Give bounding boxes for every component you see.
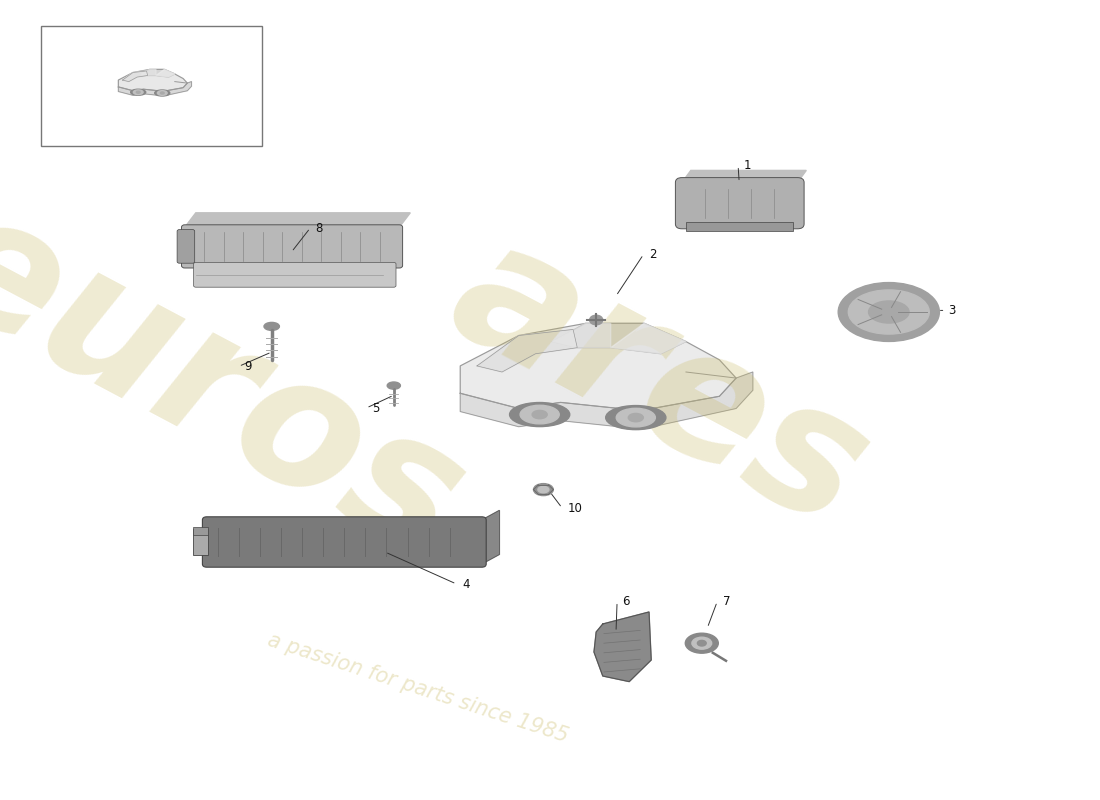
Ellipse shape: [155, 90, 169, 96]
Ellipse shape: [692, 637, 712, 650]
Polygon shape: [482, 510, 499, 564]
Text: 8: 8: [316, 222, 323, 234]
Polygon shape: [552, 323, 686, 354]
Text: 2: 2: [649, 248, 657, 261]
Polygon shape: [185, 213, 410, 227]
Polygon shape: [610, 323, 686, 354]
Polygon shape: [156, 70, 175, 77]
FancyBboxPatch shape: [182, 225, 403, 268]
Polygon shape: [122, 71, 147, 82]
Ellipse shape: [869, 301, 909, 323]
Ellipse shape: [157, 90, 167, 95]
FancyBboxPatch shape: [675, 178, 804, 229]
Text: 7: 7: [723, 595, 730, 608]
Text: euros: euros: [0, 172, 492, 596]
Ellipse shape: [685, 634, 718, 653]
FancyBboxPatch shape: [194, 262, 396, 287]
Ellipse shape: [538, 486, 549, 493]
Ellipse shape: [848, 290, 930, 334]
Ellipse shape: [838, 282, 939, 342]
Ellipse shape: [387, 382, 400, 390]
Text: 10: 10: [568, 502, 583, 514]
Ellipse shape: [628, 414, 643, 422]
Ellipse shape: [534, 483, 553, 495]
Polygon shape: [141, 70, 156, 75]
Polygon shape: [477, 330, 578, 372]
FancyBboxPatch shape: [41, 26, 262, 146]
Text: 5: 5: [372, 402, 379, 414]
Text: ares: ares: [425, 203, 895, 565]
FancyBboxPatch shape: [192, 526, 208, 534]
Polygon shape: [552, 323, 611, 348]
Ellipse shape: [616, 408, 656, 427]
FancyBboxPatch shape: [177, 230, 195, 263]
Ellipse shape: [131, 90, 145, 95]
Ellipse shape: [532, 410, 547, 418]
Polygon shape: [119, 82, 191, 95]
Ellipse shape: [590, 315, 603, 325]
Polygon shape: [594, 612, 651, 682]
Polygon shape: [682, 170, 806, 182]
Polygon shape: [460, 323, 736, 409]
Text: a passion for parts since 1985: a passion for parts since 1985: [265, 630, 571, 746]
FancyBboxPatch shape: [202, 517, 486, 567]
Ellipse shape: [136, 91, 140, 94]
Polygon shape: [460, 372, 752, 426]
Polygon shape: [119, 70, 187, 90]
Text: 4: 4: [462, 578, 470, 590]
FancyBboxPatch shape: [686, 222, 793, 231]
Ellipse shape: [161, 92, 164, 94]
Text: 9: 9: [244, 360, 252, 373]
Ellipse shape: [133, 90, 143, 94]
Text: 1: 1: [744, 159, 751, 172]
Polygon shape: [141, 70, 175, 77]
Ellipse shape: [509, 402, 570, 426]
Text: 3: 3: [948, 304, 956, 317]
FancyBboxPatch shape: [192, 529, 208, 555]
Ellipse shape: [520, 406, 559, 424]
Text: 6: 6: [623, 595, 630, 608]
Ellipse shape: [697, 640, 706, 646]
Ellipse shape: [264, 322, 279, 330]
Ellipse shape: [606, 406, 666, 430]
